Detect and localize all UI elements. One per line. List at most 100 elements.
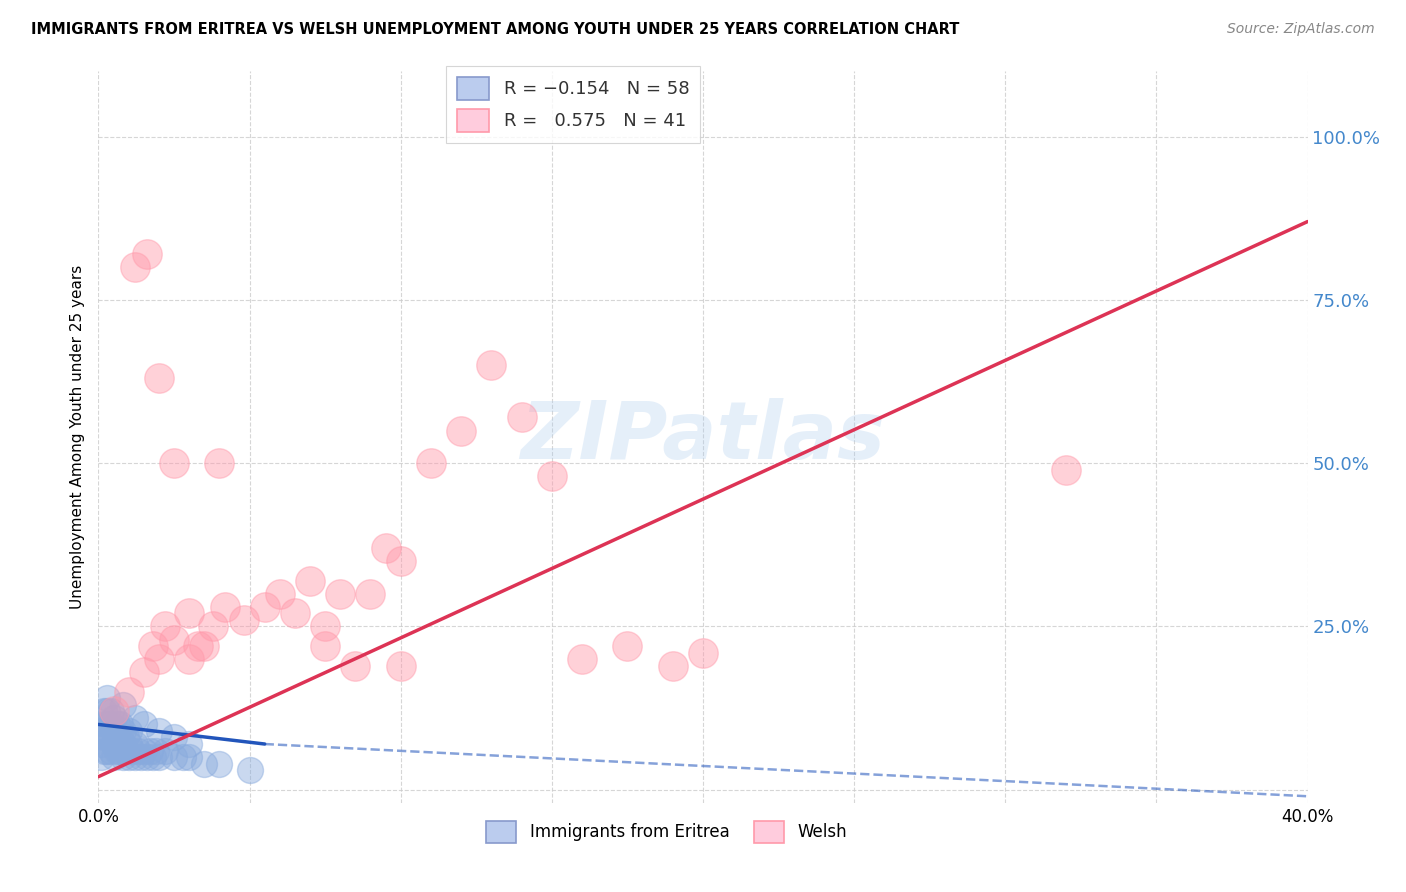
- Point: [103, 711, 125, 725]
- Point: [208, 756, 231, 771]
- Point: [616, 639, 638, 653]
- Point: [179, 737, 201, 751]
- Point: [96, 731, 118, 745]
- Text: IMMIGRANTS FROM ERITREA VS WELSH UNEMPLOYMENT AMONG YOUTH UNDER 25 YEARS CORRELA: IMMIGRANTS FROM ERITREA VS WELSH UNEMPLO…: [31, 22, 959, 37]
- Point: [139, 743, 162, 757]
- Legend: Immigrants from Eritrea, Welsh: Immigrants from Eritrea, Welsh: [479, 814, 853, 849]
- Point: [420, 456, 443, 470]
- Point: [163, 632, 186, 647]
- Point: [132, 717, 155, 731]
- Point: [253, 599, 276, 614]
- Point: [129, 750, 152, 764]
- Y-axis label: Unemployment Among Youth under 25 years: Unemployment Among Youth under 25 years: [70, 265, 86, 609]
- Point: [661, 658, 683, 673]
- Point: [105, 717, 128, 731]
- Point: [96, 691, 118, 706]
- Point: [299, 574, 322, 588]
- Point: [124, 750, 146, 764]
- Point: [132, 743, 155, 757]
- Point: [118, 723, 141, 738]
- Point: [232, 613, 254, 627]
- Point: [142, 750, 165, 764]
- Point: [108, 731, 131, 745]
- Point: [153, 619, 176, 633]
- Point: [96, 743, 118, 757]
- Point: [179, 607, 201, 621]
- Point: [121, 743, 143, 757]
- Point: [118, 750, 141, 764]
- Point: [239, 763, 262, 777]
- Point: [111, 750, 134, 764]
- Text: Source: ZipAtlas.com: Source: ZipAtlas.com: [1227, 22, 1375, 37]
- Point: [314, 619, 336, 633]
- Point: [127, 743, 149, 757]
- Point: [571, 652, 593, 666]
- Point: [179, 750, 201, 764]
- Point: [148, 652, 170, 666]
- Point: [105, 743, 128, 757]
- Point: [93, 731, 115, 745]
- Point: [135, 247, 157, 261]
- Point: [510, 410, 533, 425]
- Point: [179, 652, 201, 666]
- Point: [103, 705, 125, 719]
- Point: [163, 750, 186, 764]
- Point: [202, 619, 225, 633]
- Point: [135, 750, 157, 764]
- Point: [148, 750, 170, 764]
- Point: [193, 639, 215, 653]
- Point: [111, 723, 134, 738]
- Point: [111, 737, 134, 751]
- Point: [692, 646, 714, 660]
- Point: [148, 723, 170, 738]
- Point: [132, 665, 155, 680]
- Point: [389, 554, 412, 568]
- Point: [344, 658, 367, 673]
- Point: [214, 599, 236, 614]
- Point: [100, 717, 122, 731]
- Point: [163, 731, 186, 745]
- Point: [148, 371, 170, 385]
- Point: [105, 731, 128, 745]
- Point: [93, 717, 115, 731]
- Point: [1054, 463, 1077, 477]
- Point: [100, 705, 122, 719]
- Point: [108, 743, 131, 757]
- Point: [540, 469, 562, 483]
- Point: [172, 750, 194, 764]
- Point: [100, 731, 122, 745]
- Point: [90, 737, 112, 751]
- Point: [114, 743, 136, 757]
- Point: [103, 750, 125, 764]
- Point: [142, 639, 165, 653]
- Point: [284, 607, 307, 621]
- Point: [163, 456, 186, 470]
- Text: ZIPatlas: ZIPatlas: [520, 398, 886, 476]
- Point: [90, 750, 112, 764]
- Point: [450, 424, 472, 438]
- Point: [111, 698, 134, 712]
- Point: [389, 658, 412, 673]
- Point: [90, 723, 112, 738]
- Point: [108, 717, 131, 731]
- Point: [96, 705, 118, 719]
- Point: [124, 737, 146, 751]
- Point: [100, 743, 122, 757]
- Point: [103, 723, 125, 738]
- Point: [360, 587, 382, 601]
- Point: [153, 743, 176, 757]
- Point: [124, 260, 146, 275]
- Point: [145, 743, 167, 757]
- Point: [374, 541, 396, 555]
- Point: [187, 639, 209, 653]
- Point: [96, 717, 118, 731]
- Point: [208, 456, 231, 470]
- Point: [103, 737, 125, 751]
- Point: [118, 737, 141, 751]
- Point: [93, 743, 115, 757]
- Point: [269, 587, 291, 601]
- Point: [193, 756, 215, 771]
- Point: [329, 587, 352, 601]
- Point: [93, 705, 115, 719]
- Point: [114, 731, 136, 745]
